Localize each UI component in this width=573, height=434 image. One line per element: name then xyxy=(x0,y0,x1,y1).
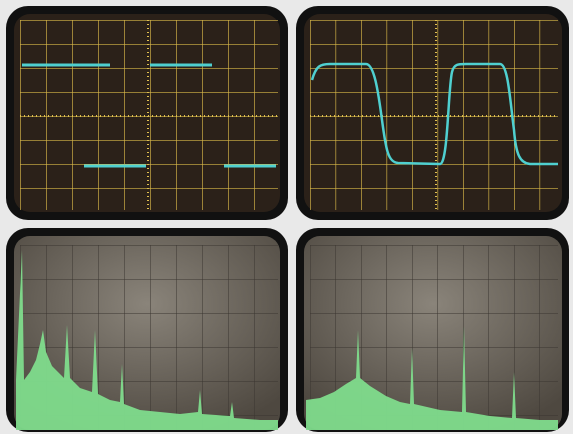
spectrum-left xyxy=(6,228,288,432)
scope-photo xyxy=(0,0,573,434)
scope-rounded-wave xyxy=(296,6,569,220)
scope-square-wave xyxy=(6,6,288,220)
spectrum-right xyxy=(296,228,569,432)
page: (() => { const data = JSON.parse(documen… xyxy=(0,0,573,434)
